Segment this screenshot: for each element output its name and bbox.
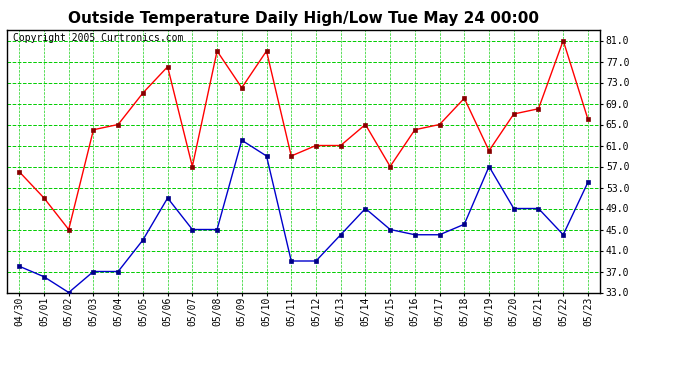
Text: Outside Temperature Daily High/Low Tue May 24 00:00: Outside Temperature Daily High/Low Tue M… [68, 11, 539, 26]
Text: Copyright 2005 Curtronics.com: Copyright 2005 Curtronics.com [13, 33, 184, 43]
